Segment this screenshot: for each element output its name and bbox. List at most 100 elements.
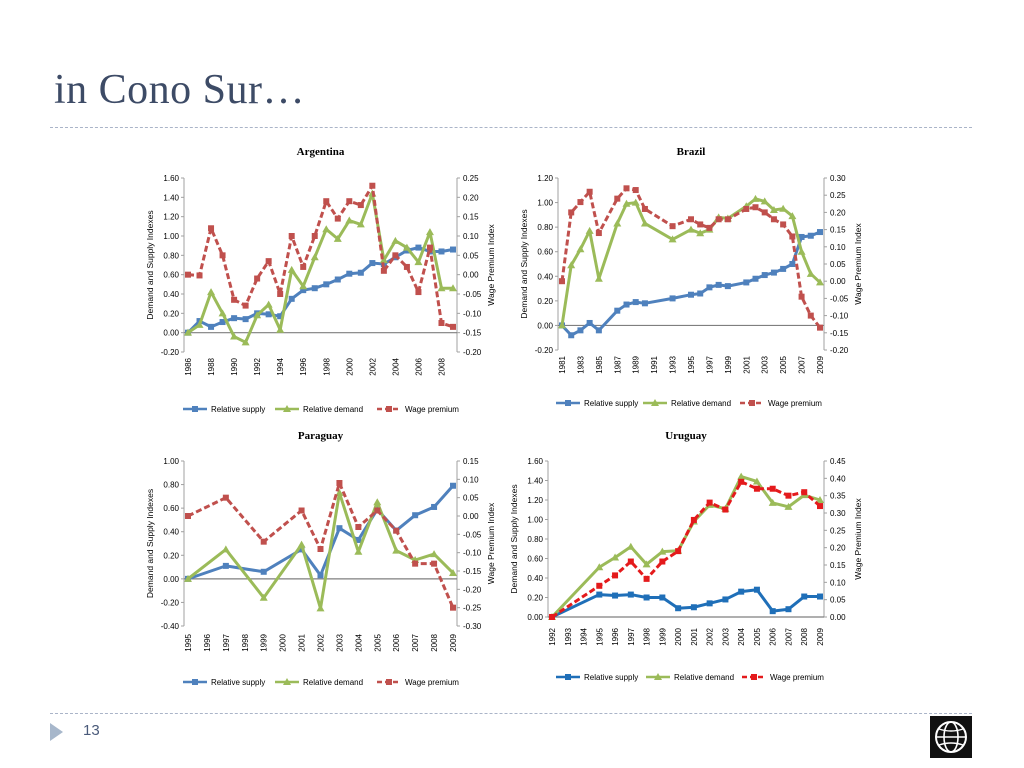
left-tick-label: -0.20 (161, 348, 180, 357)
data-point (724, 216, 731, 223)
right-tick-label: 0.25 (830, 526, 846, 535)
y2-axis-title: Wage Premium Index (486, 224, 496, 306)
right-tick-label: 0.15 (463, 457, 479, 466)
data-point (242, 302, 249, 309)
right-tick-label: 0.30 (830, 509, 846, 518)
series-line (187, 484, 455, 581)
data-point (817, 324, 823, 331)
data-point (241, 338, 250, 346)
x-tick-label: 1999 (260, 633, 269, 651)
data-point (769, 608, 776, 615)
data-point (614, 195, 621, 202)
data-point (642, 560, 651, 568)
right-tick-label: 0.15 (830, 226, 846, 235)
right-tick-label: 0.20 (830, 544, 846, 553)
data-point (195, 320, 204, 328)
data-point (675, 548, 682, 555)
data-point (761, 209, 768, 216)
left-tick-label: -0.20 (535, 346, 554, 355)
x-tick-label: 2006 (392, 633, 401, 651)
chart-argentina: Argentina -0.20 0.00 0.20 0.40 0.60 0.80 1.00 1.… (145, 146, 496, 414)
data-point (586, 188, 593, 195)
legend-marker (749, 400, 755, 406)
data-point (631, 198, 640, 206)
left-tick-label: 0.60 (537, 248, 553, 257)
triangle-right-icon[interactable] (50, 723, 63, 741)
data-point (658, 547, 667, 555)
x-tick-label: 1994 (276, 357, 285, 375)
data-point (208, 323, 215, 330)
right-tick-label: -0.10 (463, 309, 482, 318)
chart-title: Brazil (677, 146, 706, 158)
data-point (643, 575, 650, 582)
left-tick-label: 1.00 (527, 516, 543, 525)
data-point (801, 593, 808, 600)
right-tick-label: 0.15 (463, 213, 479, 222)
data-point (311, 233, 318, 239)
data-point (568, 332, 575, 339)
right-tick-label: -0.25 (463, 604, 482, 613)
data-point (336, 525, 343, 532)
y2-axis-title: Wage Premium Index (853, 498, 863, 580)
data-point (585, 226, 594, 234)
data-point (403, 263, 410, 270)
right-tick-label: -0.20 (463, 348, 482, 357)
left-tick-label: 1.20 (537, 174, 553, 183)
right-tick-label: 0.00 (463, 271, 479, 280)
data-point (632, 187, 639, 194)
left-tick-label: 0.80 (537, 223, 553, 232)
x-tick-label: 1992 (253, 357, 262, 375)
series-line (186, 246, 454, 334)
data-point (780, 265, 787, 272)
right-tick-label: -0.20 (463, 585, 482, 594)
data-point (219, 319, 226, 326)
data-point (595, 563, 604, 571)
data-point (752, 204, 759, 211)
data-point (722, 506, 729, 513)
footer-divider (50, 713, 972, 714)
data-point (706, 224, 713, 231)
data-point (586, 319, 593, 326)
data-point (738, 478, 745, 485)
right-tick-label: 0.10 (830, 243, 846, 252)
series-wage-premium (549, 478, 823, 620)
right-tick-label: 0.35 (830, 492, 846, 501)
data-point (300, 287, 307, 294)
x-tick-label: 1986 (184, 357, 193, 375)
data-point (753, 586, 760, 593)
data-point (402, 243, 411, 251)
data-point (345, 216, 354, 224)
x-tick-label: 1994 (580, 627, 589, 645)
right-tick-label: -0.15 (830, 329, 849, 338)
data-point (391, 236, 400, 244)
right-tick-label: 0.05 (830, 596, 846, 605)
data-point (265, 258, 272, 265)
x-tick-label: 1991 (650, 355, 659, 373)
data-point (780, 221, 787, 228)
data-point (254, 275, 261, 282)
chart-uruguay: Uruguay 0.00 0.20 0.40 0.60 0.80 1.00 1.20 1.40 1… (509, 430, 863, 682)
right-tick-label: -0.05 (463, 530, 482, 539)
data-point (231, 315, 238, 322)
data-point (412, 512, 419, 519)
data-point (722, 596, 729, 603)
data-point (265, 311, 272, 318)
legend-label: Wage premium (768, 399, 822, 408)
right-tick-label: 0.05 (463, 251, 479, 260)
data-point (357, 269, 364, 276)
x-tick-label: 2004 (737, 627, 746, 645)
x-tick-label: 2007 (798, 355, 807, 373)
data-point (715, 216, 722, 223)
data-point (438, 320, 445, 326)
data-point (184, 574, 192, 582)
data-point (450, 604, 456, 611)
legend-marker (654, 673, 662, 680)
data-point (798, 233, 805, 240)
legend-label: Relative demand (303, 405, 363, 414)
data-point (346, 198, 353, 205)
left-tick-label: -0.20 (161, 598, 180, 607)
data-point (298, 507, 305, 514)
data-point (784, 502, 793, 510)
data-point (623, 185, 630, 192)
left-tick-label: 0.00 (537, 321, 553, 330)
